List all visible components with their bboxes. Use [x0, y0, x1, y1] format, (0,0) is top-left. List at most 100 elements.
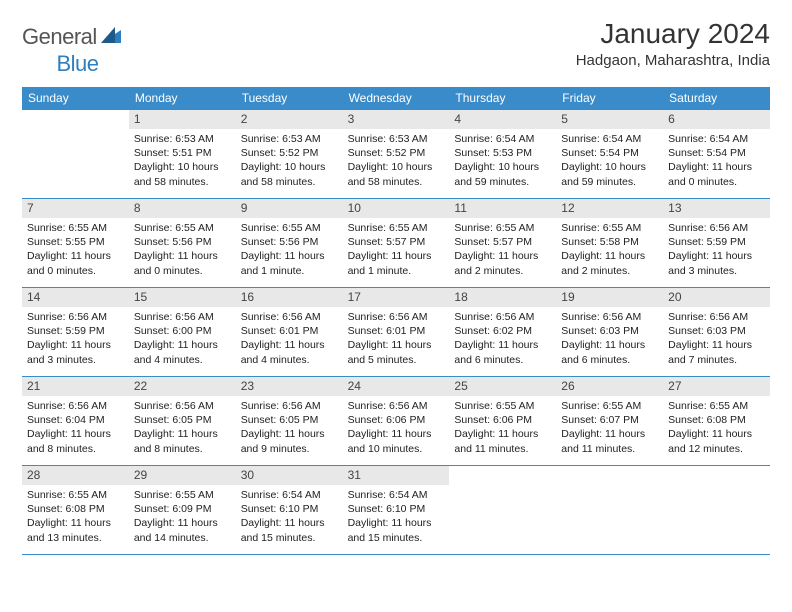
sunset-text: Sunset: 6:06 PM: [348, 413, 445, 427]
date-number: 11: [449, 199, 556, 218]
sunset-text: Sunset: 6:04 PM: [27, 413, 124, 427]
daylight-text: Daylight: 11 hours and 4 minutes.: [241, 338, 338, 366]
day-details: Sunrise: 6:55 AMSunset: 6:07 PMDaylight:…: [556, 396, 663, 460]
daylight-text: Daylight: 11 hours and 0 minutes.: [27, 249, 124, 277]
daylight-text: Daylight: 11 hours and 6 minutes.: [454, 338, 551, 366]
sunrise-text: Sunrise: 6:56 AM: [668, 221, 765, 235]
week-row: 21Sunrise: 6:56 AMSunset: 6:04 PMDayligh…: [22, 377, 770, 466]
day-details: Sunrise: 6:55 AMSunset: 5:57 PMDaylight:…: [343, 218, 450, 282]
sunrise-text: Sunrise: 6:56 AM: [134, 399, 231, 413]
brand-part2: Blue: [56, 51, 98, 77]
day-details: Sunrise: 6:55 AMSunset: 6:06 PMDaylight:…: [449, 396, 556, 460]
sunset-text: Sunset: 6:00 PM: [134, 324, 231, 338]
daylight-text: Daylight: 10 hours and 58 minutes.: [348, 160, 445, 188]
day-details: Sunrise: 6:53 AMSunset: 5:52 PMDaylight:…: [343, 129, 450, 193]
daylight-text: Daylight: 11 hours and 2 minutes.: [561, 249, 658, 277]
date-number: 9: [236, 199, 343, 218]
day-cell: 7Sunrise: 6:55 AMSunset: 5:55 PMDaylight…: [22, 199, 129, 287]
day-cell: 13Sunrise: 6:56 AMSunset: 5:59 PMDayligh…: [663, 199, 770, 287]
day-details: Sunrise: 6:56 AMSunset: 6:03 PMDaylight:…: [556, 307, 663, 371]
sunset-text: Sunset: 5:57 PM: [348, 235, 445, 249]
sunset-text: Sunset: 6:03 PM: [561, 324, 658, 338]
date-number: 28: [22, 466, 129, 485]
day-cell: 20Sunrise: 6:56 AMSunset: 6:03 PMDayligh…: [663, 288, 770, 376]
daylight-text: Daylight: 11 hours and 5 minutes.: [348, 338, 445, 366]
sunrise-text: Sunrise: 6:56 AM: [241, 399, 338, 413]
day-cell: 26Sunrise: 6:55 AMSunset: 6:07 PMDayligh…: [556, 377, 663, 465]
day-details: Sunrise: 6:54 AMSunset: 5:54 PMDaylight:…: [663, 129, 770, 193]
day-details: Sunrise: 6:54 AMSunset: 5:53 PMDaylight:…: [449, 129, 556, 193]
date-number: 8: [129, 199, 236, 218]
day-details: Sunrise: 6:53 AMSunset: 5:51 PMDaylight:…: [129, 129, 236, 193]
sunrise-text: Sunrise: 6:55 AM: [134, 221, 231, 235]
day-header-row: Sunday Monday Tuesday Wednesday Thursday…: [22, 87, 770, 110]
day-cell: 31Sunrise: 6:54 AMSunset: 6:10 PMDayligh…: [343, 466, 450, 554]
date-number: 21: [22, 377, 129, 396]
sunrise-text: Sunrise: 6:56 AM: [27, 399, 124, 413]
sunrise-text: Sunrise: 6:53 AM: [134, 132, 231, 146]
week-row: 14Sunrise: 6:56 AMSunset: 5:59 PMDayligh…: [22, 288, 770, 377]
day-header: Thursday: [449, 87, 556, 110]
date-number: 2: [236, 110, 343, 129]
day-cell: 15Sunrise: 6:56 AMSunset: 6:00 PMDayligh…: [129, 288, 236, 376]
daylight-text: Daylight: 11 hours and 2 minutes.: [454, 249, 551, 277]
day-details: Sunrise: 6:55 AMSunset: 6:09 PMDaylight:…: [129, 485, 236, 549]
date-number: 17: [343, 288, 450, 307]
day-cell: 22Sunrise: 6:56 AMSunset: 6:05 PMDayligh…: [129, 377, 236, 465]
week-row: 1Sunrise: 6:53 AMSunset: 5:51 PMDaylight…: [22, 110, 770, 199]
sunset-text: Sunset: 5:59 PM: [668, 235, 765, 249]
sunrise-text: Sunrise: 6:55 AM: [561, 221, 658, 235]
sunrise-text: Sunrise: 6:56 AM: [454, 310, 551, 324]
day-cell: [449, 466, 556, 554]
day-details: Sunrise: 6:55 AMSunset: 5:56 PMDaylight:…: [129, 218, 236, 282]
date-number: 15: [129, 288, 236, 307]
date-number: 31: [343, 466, 450, 485]
day-details: Sunrise: 6:56 AMSunset: 5:59 PMDaylight:…: [663, 218, 770, 282]
day-details: Sunrise: 6:54 AMSunset: 6:10 PMDaylight:…: [343, 485, 450, 549]
day-header: Saturday: [663, 87, 770, 110]
month-title: January 2024: [576, 18, 770, 50]
day-details: Sunrise: 6:55 AMSunset: 6:08 PMDaylight:…: [663, 396, 770, 460]
sunrise-text: Sunrise: 6:56 AM: [27, 310, 124, 324]
sunrise-text: Sunrise: 6:56 AM: [668, 310, 765, 324]
sunset-text: Sunset: 6:09 PM: [134, 502, 231, 516]
day-details: Sunrise: 6:56 AMSunset: 6:05 PMDaylight:…: [236, 396, 343, 460]
sunrise-text: Sunrise: 6:55 AM: [241, 221, 338, 235]
day-header: Wednesday: [343, 87, 450, 110]
sunrise-text: Sunrise: 6:56 AM: [134, 310, 231, 324]
daylight-text: Daylight: 11 hours and 3 minutes.: [668, 249, 765, 277]
daylight-text: Daylight: 11 hours and 10 minutes.: [348, 427, 445, 455]
day-cell: 12Sunrise: 6:55 AMSunset: 5:58 PMDayligh…: [556, 199, 663, 287]
day-cell: 21Sunrise: 6:56 AMSunset: 6:04 PMDayligh…: [22, 377, 129, 465]
day-header: Tuesday: [236, 87, 343, 110]
date-number: 3: [343, 110, 450, 129]
sunrise-text: Sunrise: 6:55 AM: [27, 221, 124, 235]
calendar-page: General January 2024 Hadgaon, Maharashtr…: [0, 0, 792, 565]
sunrise-text: Sunrise: 6:56 AM: [348, 310, 445, 324]
daylight-text: Daylight: 11 hours and 8 minutes.: [27, 427, 124, 455]
sunset-text: Sunset: 6:08 PM: [27, 502, 124, 516]
sunset-text: Sunset: 6:03 PM: [668, 324, 765, 338]
day-cell: 6Sunrise: 6:54 AMSunset: 5:54 PMDaylight…: [663, 110, 770, 198]
sunset-text: Sunset: 5:56 PM: [134, 235, 231, 249]
day-cell: 14Sunrise: 6:56 AMSunset: 5:59 PMDayligh…: [22, 288, 129, 376]
date-number: 26: [556, 377, 663, 396]
daylight-text: Daylight: 11 hours and 8 minutes.: [134, 427, 231, 455]
brand-logo: General: [22, 24, 123, 50]
daylight-text: Daylight: 11 hours and 13 minutes.: [27, 516, 124, 544]
date-number: 24: [343, 377, 450, 396]
date-number: 30: [236, 466, 343, 485]
sunset-text: Sunset: 6:02 PM: [454, 324, 551, 338]
date-number: 18: [449, 288, 556, 307]
sunrise-text: Sunrise: 6:55 AM: [27, 488, 124, 502]
daylight-text: Daylight: 11 hours and 11 minutes.: [454, 427, 551, 455]
sunrise-text: Sunrise: 6:54 AM: [561, 132, 658, 146]
sunset-text: Sunset: 5:58 PM: [561, 235, 658, 249]
daylight-text: Daylight: 10 hours and 59 minutes.: [561, 160, 658, 188]
day-details: Sunrise: 6:56 AMSunset: 6:00 PMDaylight:…: [129, 307, 236, 371]
sunrise-text: Sunrise: 6:56 AM: [241, 310, 338, 324]
day-details: Sunrise: 6:56 AMSunset: 6:04 PMDaylight:…: [22, 396, 129, 460]
day-details: Sunrise: 6:56 AMSunset: 6:05 PMDaylight:…: [129, 396, 236, 460]
day-cell: 1Sunrise: 6:53 AMSunset: 5:51 PMDaylight…: [129, 110, 236, 198]
daylight-text: Daylight: 11 hours and 11 minutes.: [561, 427, 658, 455]
